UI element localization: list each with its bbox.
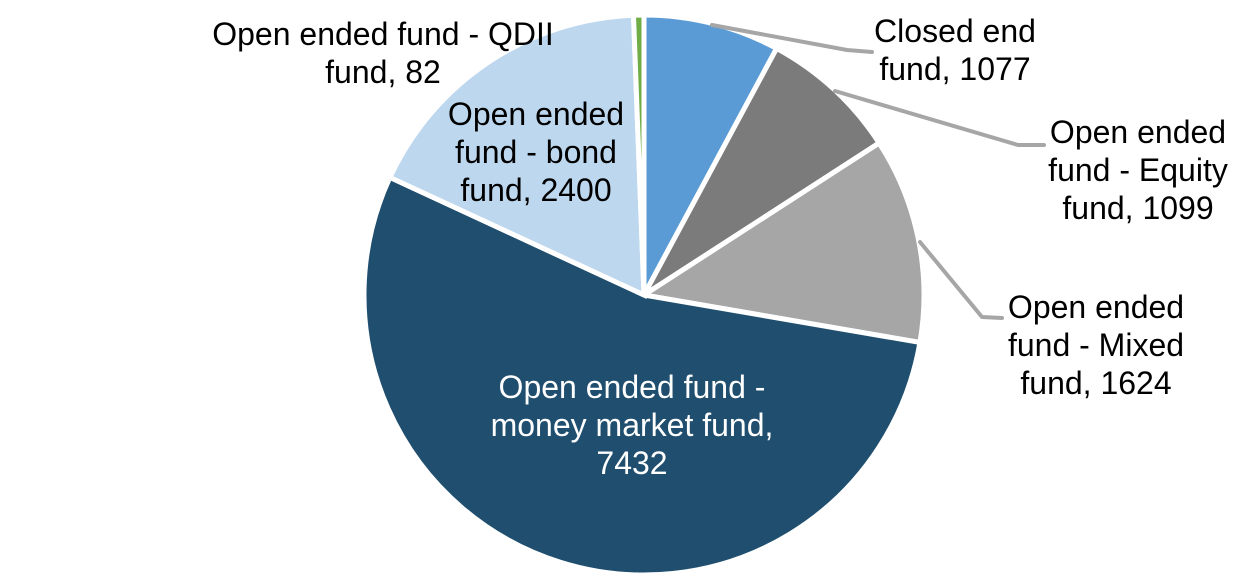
label-line: 7432 [596, 445, 668, 481]
label-open-ended-bond-fund: Open ended fund - bond fund, 2400 [448, 95, 624, 209]
label-line: fund, 82 [325, 54, 441, 90]
label-line: Open ended [1049, 114, 1227, 150]
label-open-ended-mixed-fund: Open ended fund - Mixed fund, 1624 [1008, 288, 1184, 402]
label-line: Open ended [447, 96, 625, 132]
label-line: money market fund, [490, 407, 774, 443]
leader-line-closed-end-fund [710, 23, 874, 54]
leader-line-open-ended-equity-fund [833, 89, 1046, 147]
label-line: fund - Equity [1048, 152, 1228, 188]
label-line: fund, 1624 [1020, 365, 1172, 401]
label-line: Open ended fund - QDII [212, 16, 554, 52]
pie-slice-open-ended-bond-fund [386, 12, 647, 299]
label-line: Open ended [1007, 289, 1185, 325]
pie-slice-open-ended-equity-fund [641, 45, 883, 298]
pie-slice-open-ended-qdii-fund [630, 12, 647, 296]
label-line: fund - Mixed [1007, 327, 1185, 363]
label-line: fund - bond [455, 134, 617, 170]
label-line: fund, 1077 [879, 51, 1031, 87]
label-open-ended-qdii-fund: Open ended fund - QDII fund, 82 [212, 15, 554, 91]
label-open-ended-money-market-fund: Open ended fund - money market fund, 743… [491, 368, 774, 482]
pie-slice-open-ended-money-market-fund [361, 174, 923, 578]
label-line: fund, 1099 [1062, 190, 1214, 226]
leader-line-open-ended-mixed-fund [918, 240, 1004, 320]
label-line: Open ended fund - [498, 369, 766, 405]
label-line: fund, 2400 [460, 172, 612, 208]
label-open-ended-equity-fund: Open ended fund - Equity fund, 1099 [1048, 113, 1228, 227]
label-line: Closed end [874, 13, 1036, 49]
pie-slice-open-ended-mixed-fund [637, 139, 927, 346]
label-closed-end-fund: Closed end fund, 1077 [874, 12, 1036, 88]
